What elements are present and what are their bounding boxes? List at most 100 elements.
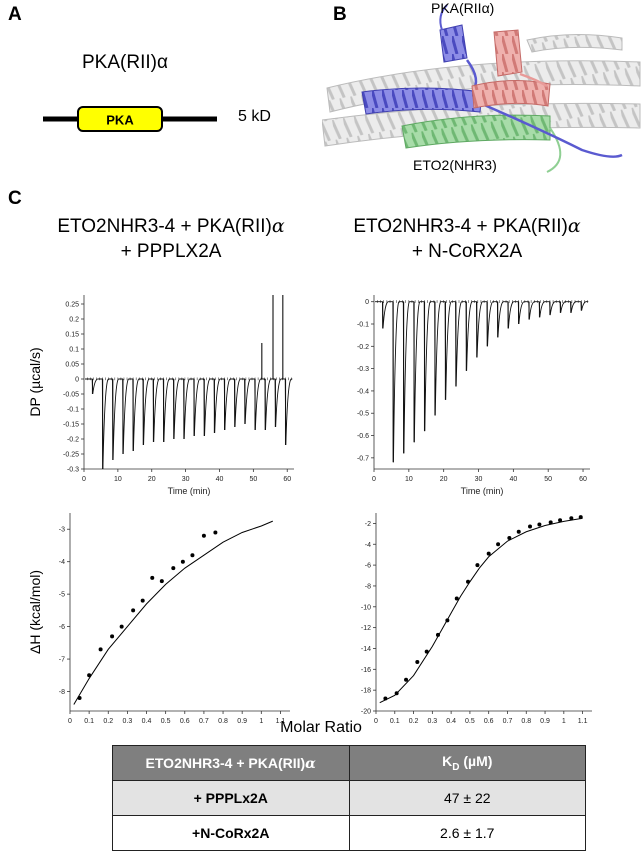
- y-tick-label: -0.1: [67, 407, 79, 414]
- x-tick-label: 0: [374, 718, 378, 725]
- y-tick-label: -0.2: [67, 437, 79, 444]
- x-tick-label: 10: [114, 476, 122, 483]
- thermogram-ncor: -0.7 -0.6 -0.5 -0.4 -0.3 -0.2 -0.1 0 0 10 20 30 40 50…: [357, 295, 590, 496]
- data-point: [404, 677, 409, 682]
- kd-table-header-kd-sub: D: [452, 761, 460, 773]
- x-tick-label: 50: [249, 476, 257, 483]
- panel-letter-a: A: [8, 4, 22, 25]
- data-point: [537, 522, 542, 527]
- y-tick-label: 0: [365, 299, 369, 306]
- x-tick-label: 1: [562, 718, 566, 725]
- x-tick-label: 30: [475, 476, 483, 483]
- data-point: [528, 524, 533, 529]
- y-tick-label: -0.3: [357, 366, 369, 373]
- data-point: [119, 624, 124, 629]
- x-tick-label: 0.9: [540, 718, 550, 725]
- x-tick-label: 0.2: [409, 718, 419, 725]
- y-tick-label: -0.2: [357, 344, 369, 351]
- x-tick-label: 0.8: [218, 718, 228, 725]
- panel-b-structure-image: [322, 4, 641, 173]
- x-tick-label: 0: [372, 476, 376, 483]
- y-tick-label: -0.4: [357, 388, 369, 395]
- y-axis-label: DP (µcal/s): [30, 347, 43, 416]
- panel-a-domain-diagram: PKA: [43, 106, 217, 132]
- data-point: [424, 649, 429, 654]
- x-tick-label: 0.4: [446, 718, 456, 725]
- panel-b-label-eto2: ETO2(NHR3): [413, 157, 497, 173]
- x-tick-label: 1.1: [276, 718, 286, 725]
- experiment-title-right-line1: ETO2NHR3-4 + PKA(RII): [353, 216, 568, 237]
- y-tick-label: 0.2: [69, 317, 79, 324]
- x-tick-label: 0.9: [237, 718, 247, 725]
- y-tick-label: -0.7: [357, 455, 369, 462]
- pka-domain-box: [77, 106, 163, 132]
- isotherm-pppl: -8 -7 -6 -5 -4 -3 0 0.1 0.2 0.3 0.4 0.5 0.6 0.7 0.8 0.9…: [30, 513, 290, 725]
- x-tick-label: 20: [148, 476, 156, 483]
- kd-table: ETO2NHR3-4 + PKA(RII)α KD (µM) + PPPLx2A…: [112, 745, 586, 851]
- data-point: [569, 516, 574, 521]
- data-point: [454, 596, 459, 601]
- experiment-title-left: ETO2NHR3-4 + PKA(RII)α + PPPLX2A: [26, 214, 316, 264]
- data-point: [548, 520, 553, 525]
- x-tick-label: 0.8: [521, 718, 531, 725]
- x-tick-label: 0.7: [503, 718, 513, 725]
- eto2-loop: [546, 127, 562, 173]
- y-tick-label: 0.25: [65, 302, 79, 309]
- pka-chain-1-top-tail: [439, 4, 448, 31]
- x-tick-label: 60: [283, 476, 291, 483]
- pka-chain-2-loop: [519, 72, 548, 88]
- data-point: [558, 518, 563, 523]
- pka-chain-1-helix-vertical: [439, 24, 468, 63]
- table-cell-kd: 2.6 ± 1.7: [348, 815, 586, 851]
- y-tick-label: -0.1: [357, 322, 369, 329]
- x-tick-label: 0.4: [142, 718, 152, 725]
- data-point: [110, 634, 115, 639]
- y-tick-label: 0.15: [65, 332, 79, 339]
- fit-curve: [73, 520, 273, 705]
- y-tick-label: -16: [361, 667, 371, 674]
- y-tick-label: -14: [361, 646, 371, 653]
- background-helix-small: [526, 33, 623, 53]
- kd-table-header-kd-main: K: [442, 753, 453, 770]
- pka-chain-1-helix-horizontal: [361, 87, 483, 115]
- isotherm-ncor: -20-18-16-14-12-10-8-6-4-20 0.1 0.2 0.3 0.4 0…: [361, 513, 592, 725]
- pka-chain-2-helix-vertical: [493, 29, 523, 77]
- y-tick-label: -0.05: [63, 392, 79, 399]
- data-point: [213, 530, 218, 535]
- y-tick-label: -7: [59, 657, 65, 664]
- x-tick-label: 0.3: [123, 718, 133, 725]
- experiment-title-left-alpha: α: [271, 215, 285, 237]
- data-point: [140, 598, 145, 603]
- x-tick-label: 30: [182, 476, 190, 483]
- x-tick-label: 0.1: [84, 718, 94, 725]
- y-tick-label: -6: [59, 624, 65, 631]
- x-tick-label: 0.3: [427, 718, 437, 725]
- kd-table-header-construct-text: ETO2NHR3-4 + PKA(RII): [145, 754, 306, 771]
- y-tick-label: -6: [365, 563, 371, 570]
- data-point: [466, 579, 471, 584]
- data-point: [507, 536, 512, 541]
- y-tick-label: -4: [59, 559, 65, 566]
- x-tick-label: 40: [509, 476, 517, 483]
- kd-table-header-row: ETO2NHR3-4 + PKA(RII)α KD (µM): [112, 745, 586, 781]
- pka-chain-2-helix-horizontal: [471, 79, 551, 109]
- y-tick-label: -0.3: [67, 467, 79, 474]
- y-tick-label: -8: [59, 689, 65, 696]
- experiment-title-right: ETO2NHR3-4 + PKA(RII)α + N-CoRX2A: [322, 214, 612, 264]
- x-tick-label: 0.5: [465, 718, 475, 725]
- shared-xlabel-molar-ratio: Molar Ratio: [280, 719, 362, 736]
- x-tick-label: 0.2: [103, 718, 113, 725]
- y-tick-label: 0: [75, 377, 79, 384]
- y-tick-label: -3: [59, 527, 65, 534]
- experiment-title-right-alpha: α: [567, 215, 581, 237]
- panel-a-size-label: 5 kD: [238, 108, 271, 125]
- experiment-title-left-line1: ETO2NHR3-4 + PKA(RII): [57, 216, 272, 237]
- y-tick-label: -18: [361, 688, 371, 695]
- x-tick-label: 0.6: [484, 718, 494, 725]
- y-tick-label: -20: [361, 709, 371, 716]
- x-tick-label: 20: [440, 476, 448, 483]
- x-axis-label: Time (min): [168, 486, 211, 496]
- y-tick-label: -8: [365, 583, 371, 590]
- panel-letter-c: C: [8, 188, 22, 209]
- y-tick-label: -0.25: [63, 452, 79, 459]
